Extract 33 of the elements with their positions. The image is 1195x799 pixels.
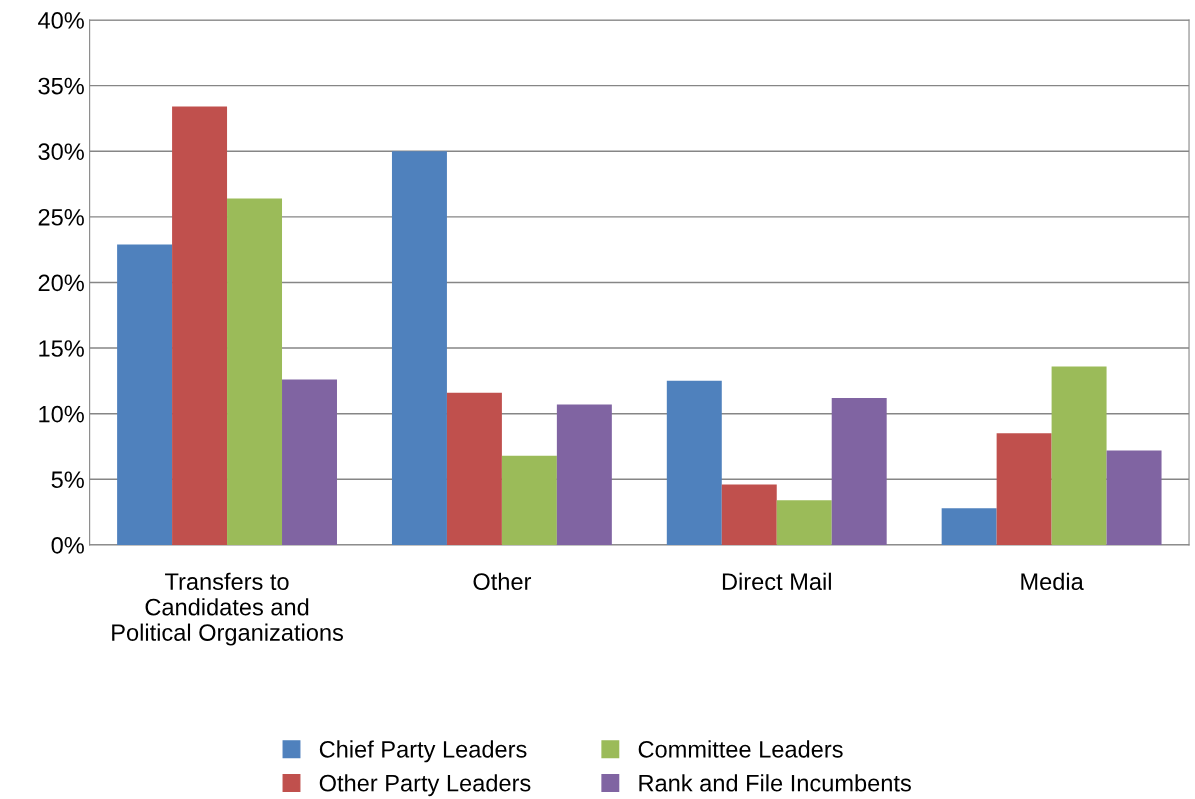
y-tick-label: 10% (39, 405, 84, 423)
x-tick-label: Direct Mail (722, 572, 831, 591)
legend-label: Rank and File Incumbents (639, 774, 911, 792)
y-tick-label: 35% (38, 77, 84, 95)
bar (227, 198, 283, 545)
bar (721, 484, 777, 545)
bar (117, 244, 173, 545)
y-tick-label: 0% (51, 536, 84, 554)
bar (831, 397, 887, 545)
bar (941, 508, 997, 545)
legend-label: Other Party Leaders (319, 774, 531, 797)
bar (501, 455, 557, 545)
y-tick-label: 25% (38, 208, 84, 226)
bar (172, 106, 228, 545)
y-tick-label: 20% (38, 274, 84, 292)
bar (1106, 450, 1162, 545)
x-tick-label: Media (1021, 572, 1084, 591)
bar (776, 500, 832, 545)
y-tick-label: 15% (39, 340, 84, 357)
bar (446, 392, 502, 545)
y-tick-label: 30% (38, 143, 84, 160)
bar (1051, 366, 1107, 545)
y-tick-label: 5% (51, 471, 84, 489)
bar (282, 379, 337, 545)
x-tick-label: Transfers to Candidates and Political Organizations (112, 572, 343, 646)
bar (666, 380, 722, 545)
bar (556, 404, 612, 545)
legend-label: Chief Party Leaders (319, 740, 527, 763)
bar (391, 151, 447, 545)
bar (996, 433, 1052, 545)
legend-label: Committee Leaders (638, 740, 843, 758)
y-tick-label: 40% (38, 12, 84, 29)
x-tick-label: Other (473, 572, 532, 591)
